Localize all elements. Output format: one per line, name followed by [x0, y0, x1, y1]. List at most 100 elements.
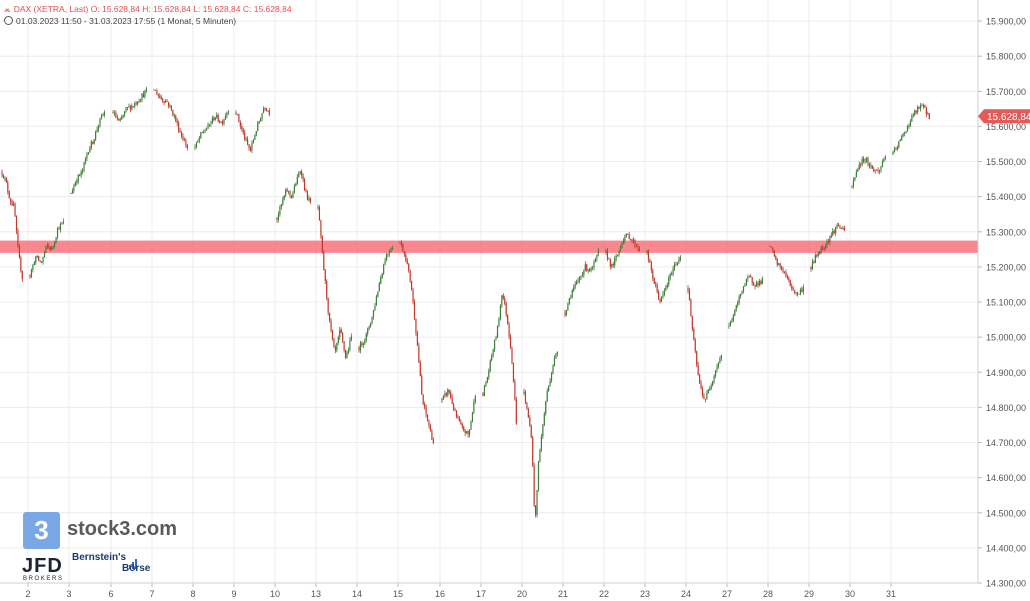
candle-body — [881, 161, 884, 167]
candle-body — [788, 277, 790, 281]
candle-body — [257, 122, 259, 132]
candle-body — [134, 103, 136, 107]
candle-body — [157, 94, 159, 96]
candle-body — [52, 246, 54, 248]
candle-body — [138, 101, 140, 103]
candle-body — [260, 118, 262, 122]
bernstein-bars-icon — [129, 551, 138, 569]
candle-body — [832, 230, 834, 236]
candle-body — [340, 329, 342, 333]
candle-body — [611, 263, 613, 267]
candle-body — [324, 269, 326, 282]
candle-body — [580, 275, 582, 279]
candle-body — [175, 115, 177, 121]
candle-body — [596, 254, 598, 259]
candle-body — [87, 152, 89, 155]
x-tick-label: 14 — [352, 589, 362, 599]
candle-body — [922, 104, 925, 106]
candle-body — [326, 281, 328, 299]
candle-body — [485, 382, 487, 386]
candle-body — [751, 277, 753, 283]
candle-body — [390, 249, 392, 253]
candle-body — [824, 245, 827, 249]
candle-body — [622, 240, 624, 243]
candle-body — [652, 270, 654, 279]
candle-body — [605, 250, 607, 253]
candle-body — [750, 276, 752, 278]
jfd-logo-sub: BROKERS — [23, 576, 64, 582]
candle-body — [93, 139, 95, 144]
y-tick-label: 15.000,00 — [986, 333, 1026, 343]
candle-body — [453, 403, 455, 410]
candle-body — [819, 251, 821, 254]
candle-body — [501, 295, 503, 306]
candle-body — [687, 287, 689, 291]
candle-body — [673, 264, 676, 269]
candle-body — [861, 158, 863, 165]
candle-body — [782, 269, 784, 272]
candle-body — [265, 108, 268, 111]
candle-body — [214, 117, 216, 120]
candle-body — [597, 250, 599, 255]
candle-body — [244, 132, 246, 140]
y-tick-label: 15.800,00 — [986, 52, 1026, 62]
x-tick-label: 9 — [231, 589, 236, 599]
candle-body — [466, 431, 468, 434]
y-tick-label: 14.800,00 — [986, 403, 1026, 413]
candle-body — [921, 105, 923, 107]
candle-body — [791, 285, 793, 289]
candle-body — [720, 355, 722, 359]
candle-body — [154, 90, 157, 91]
candle-body — [429, 426, 432, 431]
candle-body — [334, 347, 336, 351]
candle-body — [451, 397, 453, 404]
candle-body — [74, 183, 76, 187]
candle-body — [329, 312, 331, 321]
candle-body — [857, 169, 859, 172]
candle-body — [865, 158, 868, 161]
y-tick-label: 15.100,00 — [986, 298, 1026, 308]
candle-body — [54, 242, 56, 247]
stock3-logo-icon: 3 — [23, 512, 60, 549]
candle-body — [295, 184, 297, 186]
candle-body — [494, 339, 496, 350]
candle-body — [306, 191, 309, 200]
candle-body — [5, 178, 7, 183]
candle-body — [201, 131, 203, 133]
candle-body — [391, 247, 393, 250]
candle-body — [488, 371, 490, 378]
candle-body — [113, 112, 116, 114]
candle-body — [498, 318, 500, 326]
candle-body — [874, 169, 876, 171]
candle-body — [719, 358, 721, 364]
candle-body — [30, 270, 33, 277]
candle-body — [748, 276, 750, 278]
candle-body — [402, 244, 404, 252]
candle-body — [11, 202, 13, 206]
candle-body — [84, 158, 87, 163]
candle-body — [36, 256, 38, 257]
candle-body — [761, 278, 763, 285]
candle-body — [445, 393, 447, 396]
candle-body — [239, 121, 241, 127]
candle-body — [55, 237, 57, 243]
y-tick-label: 15.400,00 — [986, 192, 1026, 202]
candle-body — [826, 241, 828, 246]
candle-body — [813, 261, 815, 263]
candle-body — [662, 294, 664, 298]
candle-body — [536, 490, 538, 515]
candle-body — [728, 325, 730, 327]
candle-body — [163, 101, 165, 103]
candle-body — [210, 123, 212, 125]
candle-body — [737, 302, 739, 306]
candle-body — [911, 116, 913, 122]
candle-body — [374, 305, 376, 311]
candle-body — [137, 102, 139, 104]
chart-type-icon: ⩕ — [4, 4, 11, 14]
candle-body — [830, 235, 832, 238]
candle-body — [794, 290, 796, 294]
candle-body — [403, 251, 405, 255]
candle-body — [590, 267, 592, 271]
candle-body — [301, 171, 303, 176]
candle-body — [198, 138, 200, 141]
